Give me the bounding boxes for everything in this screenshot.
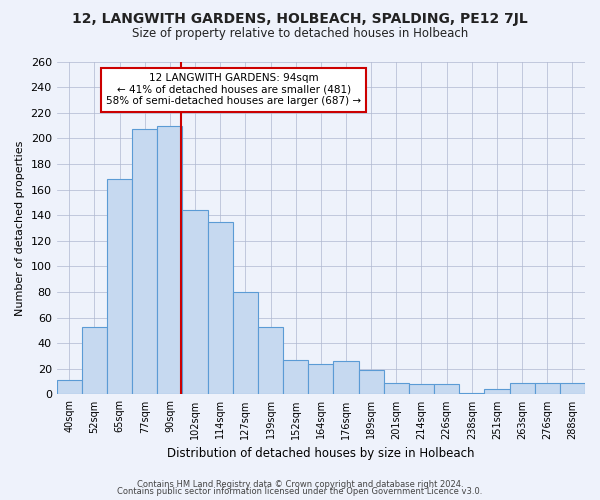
Bar: [233, 292, 258, 394]
Text: 12 LANGWITH GARDENS: 94sqm
← 41% of detached houses are smaller (481)
58% of sem: 12 LANGWITH GARDENS: 94sqm ← 41% of deta…: [106, 73, 361, 106]
Bar: [182, 210, 208, 394]
Bar: [283, 360, 308, 394]
Bar: [107, 180, 132, 394]
Bar: [157, 126, 182, 394]
Bar: [535, 383, 560, 394]
Text: Size of property relative to detached houses in Holbeach: Size of property relative to detached ho…: [132, 28, 468, 40]
Text: Contains public sector information licensed under the Open Government Licence v3: Contains public sector information licen…: [118, 487, 482, 496]
Bar: [334, 361, 359, 394]
Text: Contains HM Land Registry data © Crown copyright and database right 2024.: Contains HM Land Registry data © Crown c…: [137, 480, 463, 489]
Bar: [560, 383, 585, 394]
Bar: [258, 326, 283, 394]
Bar: [82, 326, 107, 394]
Text: 12, LANGWITH GARDENS, HOLBEACH, SPALDING, PE12 7JL: 12, LANGWITH GARDENS, HOLBEACH, SPALDING…: [72, 12, 528, 26]
Bar: [56, 380, 82, 394]
Bar: [384, 383, 409, 394]
Bar: [459, 393, 484, 394]
Bar: [409, 384, 434, 394]
Bar: [132, 130, 157, 394]
Bar: [434, 384, 459, 394]
Y-axis label: Number of detached properties: Number of detached properties: [15, 140, 25, 316]
Bar: [509, 383, 535, 394]
Bar: [484, 390, 509, 394]
X-axis label: Distribution of detached houses by size in Holbeach: Distribution of detached houses by size …: [167, 447, 475, 460]
Bar: [308, 364, 334, 394]
Bar: [208, 222, 233, 394]
Bar: [359, 370, 384, 394]
